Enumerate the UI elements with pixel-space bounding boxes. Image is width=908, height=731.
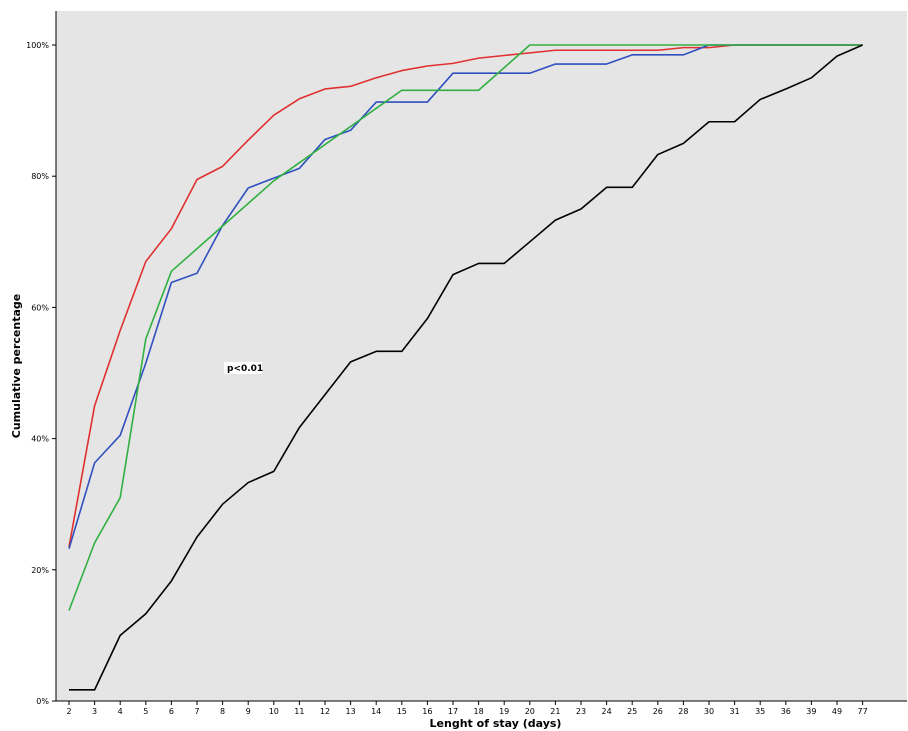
x-tick-label: 49 — [832, 707, 842, 716]
x-axis-title: Lenght of stay (days) — [430, 717, 562, 730]
x-tick-label: 6 — [169, 707, 174, 716]
series-line-2 — [68, 44, 863, 550]
y-tick-label: 80% — [31, 172, 49, 181]
x-tick-label: 12 — [320, 707, 330, 716]
x-tick-label: 21 — [550, 707, 560, 716]
plot-area — [56, 11, 907, 701]
x-tick-label: 26 — [653, 707, 663, 716]
annotation-background — [224, 362, 262, 374]
x-tick-label: 25 — [627, 707, 637, 716]
x-tick-label: 9 — [246, 707, 251, 716]
x-tick-label: 3 — [92, 707, 97, 716]
x-tick-label: 30 — [704, 707, 714, 716]
x-tick-label: 28 — [678, 707, 688, 716]
x-tick-label: 11 — [294, 707, 304, 716]
x-tick-label: 20 — [525, 707, 535, 716]
x-tick-label: 31 — [730, 707, 740, 716]
x-tick-label: 14 — [371, 707, 381, 716]
x-tick-label: 13 — [346, 707, 356, 716]
x-tick-label: 17 — [448, 707, 458, 716]
y-axis-ticks: 0% 20% 40% 60% 80% 100% — [26, 41, 56, 706]
series-layer — [68, 44, 863, 691]
y-tick-label: 40% — [31, 435, 49, 444]
x-tick-label: 24 — [602, 707, 612, 716]
series-line-1 — [68, 44, 863, 547]
y-tick-label: 0% — [36, 697, 49, 706]
x-tick-label: 16 — [422, 707, 432, 716]
x-tick-label: 77 — [858, 707, 868, 716]
y-tick-label: 100% — [26, 41, 49, 50]
x-axis-ticks: 2 3 4 5 6 7 8 9 10 11 12 13 14 15 16 17 18 19 20 21 23 24 25 26… — [66, 701, 868, 716]
x-tick-label: 4 — [118, 707, 123, 716]
x-tick-label: 36 — [781, 707, 791, 716]
y-tick-label: 20% — [31, 566, 49, 575]
x-tick-label: 2 — [66, 707, 71, 716]
x-tick-label: 10 — [269, 707, 279, 716]
x-tick-label: 23 — [576, 707, 586, 716]
x-tick-label: 7 — [194, 707, 199, 716]
series-line-4 — [69, 44, 863, 691]
x-tick-label: 5 — [143, 707, 148, 716]
series-line-3 — [68, 44, 863, 611]
p-value-annotation: p<0.01 — [227, 364, 263, 374]
x-tick-label: 39 — [806, 707, 816, 716]
y-tick-label: 60% — [31, 303, 49, 312]
x-tick-label: 35 — [755, 707, 765, 716]
x-tick-label: 18 — [474, 707, 484, 716]
y-axis-title: Cumulative percentage — [10, 294, 23, 438]
x-tick-label: 8 — [220, 707, 225, 716]
x-tick-label: 15 — [397, 707, 407, 716]
x-tick-label: 19 — [499, 707, 509, 716]
